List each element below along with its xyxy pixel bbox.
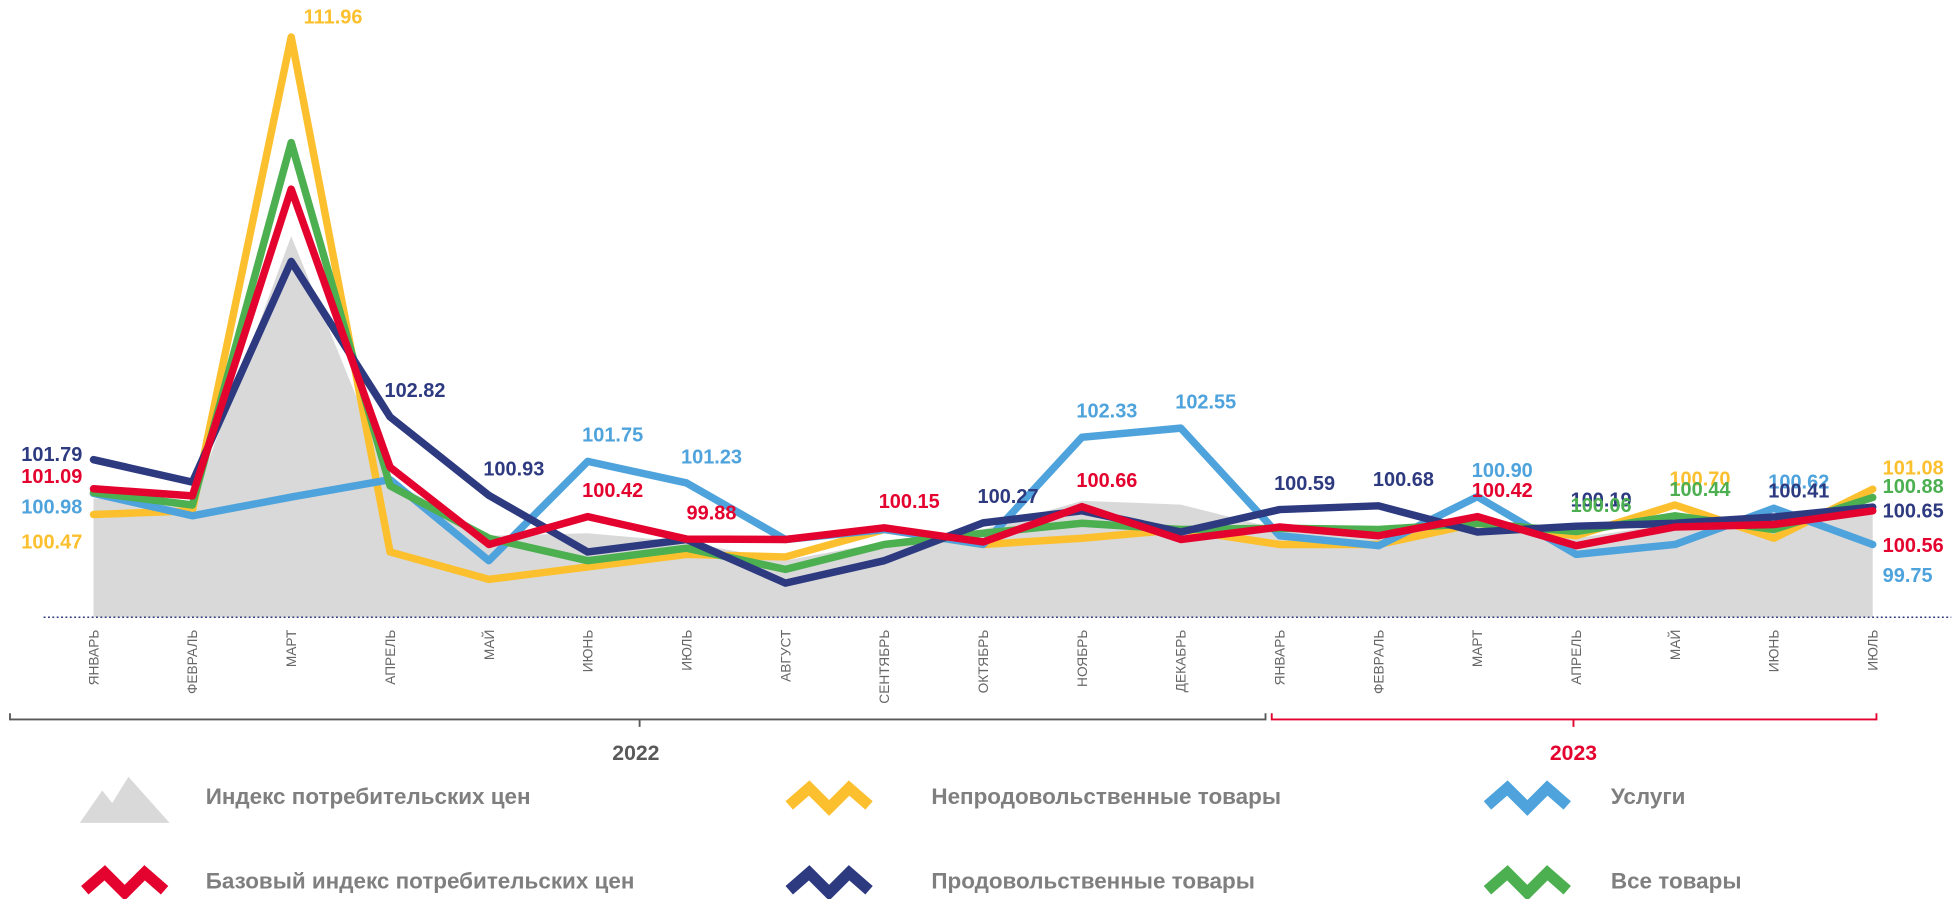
data-label: 100.62: [1768, 472, 1829, 494]
x-tick-label: АПРЕЛЬ: [383, 630, 398, 685]
legend-icon: [81, 865, 169, 899]
data-label: 100.68: [1373, 469, 1434, 491]
data-label: 100.70: [1669, 468, 1730, 490]
cpi-area: [93, 236, 1873, 618]
x-tick-label: МАЙ: [1666, 630, 1683, 660]
data-label: 101.09: [21, 466, 82, 488]
x-tick-label: СЕНТЯБРЬ: [877, 630, 892, 704]
data-label: 102.82: [384, 380, 445, 402]
x-tick-label: МАЙ: [480, 630, 497, 660]
x-tick-label: ИЮЛЬ: [679, 630, 694, 671]
data-label: 100.44: [1669, 479, 1730, 501]
data-label: 100.59: [1274, 473, 1335, 495]
legend-icon: [785, 780, 873, 816]
data-label: 101.23: [681, 446, 742, 468]
legend-label: Все товары: [1611, 869, 1742, 894]
x-tick-label: АВГУСТ: [778, 629, 793, 682]
legend-label: Услуги: [1611, 784, 1686, 809]
year-bracket: [1270, 713, 1878, 727]
data-label: 102.33: [1076, 401, 1137, 423]
data-label: 100.42: [582, 480, 643, 502]
x-tick-label: АПРЕЛЬ: [1569, 630, 1584, 685]
legend-label: Непродовольственные товары: [931, 784, 1281, 809]
legend-icon: [79, 776, 170, 823]
legend-icon: [1483, 780, 1571, 816]
data-label: 100.47: [21, 531, 82, 553]
x-tick-label: ЯНВАРЬ: [1273, 630, 1288, 686]
data-label: 101.75: [582, 425, 643, 447]
series-line: [89, 257, 1877, 587]
data-label: 100.06: [1571, 495, 1632, 517]
year-bracket: [9, 713, 1267, 727]
x-tick-label: МАРТ: [284, 629, 299, 667]
data-label: 100.15: [879, 491, 940, 513]
data-label: 99.75: [1883, 565, 1933, 587]
data-label: 100.90: [1472, 460, 1533, 482]
data-label: 99.88: [687, 502, 737, 524]
x-tick-label: ФЕВРАЛЬ: [1371, 630, 1386, 694]
data-label: 101.08: [1883, 458, 1944, 480]
legend-icon: [1483, 865, 1571, 899]
x-tick-label: ОКТЯБРЬ: [976, 630, 991, 694]
x-tick-label: ФЕВРАЛЬ: [185, 630, 200, 694]
data-label: 100.41: [1768, 480, 1829, 502]
x-tick-label: МАРТ: [1470, 629, 1485, 667]
year-label: 2023: [1550, 742, 1597, 765]
x-tick-label: ЯНВАРЬ: [86, 630, 101, 686]
legend-label: Индекс потребительских цен: [206, 784, 531, 809]
series-line: [89, 138, 1877, 574]
series-line: [89, 185, 1877, 550]
data-label: 100.66: [1076, 470, 1137, 492]
x-tick-label: НОЯБРЬ: [1075, 630, 1090, 687]
x-tick-label: ИЮНЬ: [1767, 630, 1782, 673]
legend-label: Базовый индекс потребительских цен: [206, 869, 635, 894]
x-tick-label: ИЮНЬ: [581, 630, 596, 673]
data-label: 101.79: [21, 444, 82, 466]
data-label: 100.19: [1571, 490, 1632, 512]
x-tick-label: ДЕКАБРЬ: [1174, 630, 1189, 693]
data-label: 100.93: [483, 459, 544, 481]
data-label: 102.55: [1175, 391, 1236, 413]
year-label: 2022: [612, 742, 659, 765]
legend-icon: [785, 865, 873, 899]
data-label: 100.56: [1883, 535, 1944, 557]
x-tick-label: ИЮЛЬ: [1866, 630, 1881, 671]
legend-label: Продовольственные товары: [931, 869, 1255, 894]
data-label: 111.96: [304, 7, 363, 29]
data-label: 100.27: [978, 486, 1039, 508]
data-label: 100.98: [21, 497, 82, 519]
data-label: 100.65: [1883, 500, 1944, 522]
data-label: 100.88: [1883, 476, 1944, 498]
data-label: 100.42: [1472, 480, 1533, 502]
